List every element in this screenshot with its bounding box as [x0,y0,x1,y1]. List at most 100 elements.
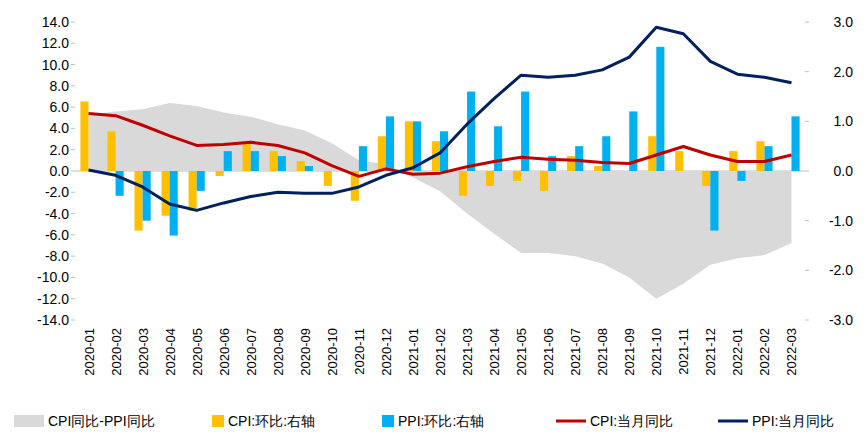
y-tick [71,320,75,321]
x-tick-label: 2021-06 [541,328,556,376]
bar [297,161,305,171]
y-tick [71,298,75,299]
bar [710,171,718,231]
y-tick-label: -10.0 [37,269,69,285]
x-tick-label: 2021-05 [514,328,529,376]
y-tick-label: 10.0 [42,57,69,73]
chart: -14.0 -12.0 -10.0 -8.0 -6.0 -4.0 -2.0 0.0 2.0 4.0… [0,0,866,438]
legend-label: PPI:当月同比 [752,413,834,429]
bar [467,92,475,171]
y2-tick-label: -3.0 [829,312,853,328]
y2-tick [805,171,809,172]
x-tick-label: 2022-01 [730,328,745,376]
x-tick-label: 2020-07 [244,328,259,376]
x-tick-label: 2020-03 [136,328,151,376]
bar [675,151,683,171]
legend-label: CPI:环比:右轴 [228,413,315,429]
x-tick-label: 2021-01 [406,328,421,376]
bar [134,171,142,231]
line [89,114,792,177]
bar [791,116,799,171]
y-tick [71,277,75,278]
bar [594,166,602,171]
legend-swatch [382,415,394,427]
bar [486,171,494,186]
bar [575,146,583,171]
x-tick-label: 2021-08 [595,328,610,376]
x-tick-label: 2020-02 [109,328,124,376]
bar [702,171,710,186]
bar [359,146,367,171]
y-tick [71,171,75,172]
y-tick-label: 2.0 [50,142,70,158]
bar [459,171,467,196]
y-tick [71,64,75,65]
y2-tick [805,71,809,72]
bar [513,171,521,181]
y2-tick-label: 0.0 [834,163,854,179]
bar [386,116,394,171]
bar [162,171,170,216]
y-tick-label: 0.0 [50,163,70,179]
x-tick-label: 2022-02 [757,328,772,376]
bar [251,151,259,171]
y-tick-label: 6.0 [50,99,70,115]
y2-tick-label: 3.0 [834,14,854,30]
bar [737,171,745,181]
y-tick [71,107,75,108]
bar [756,141,764,171]
bar [270,151,278,171]
bar [224,151,232,171]
bar [243,141,251,171]
x-tick-label: 2020-09 [298,328,313,376]
bar [494,126,502,171]
bar [783,171,791,172]
x-tick-label: 2021-04 [487,328,502,376]
plot [80,27,799,298]
bar [197,171,205,191]
legend-label: CPI:当月同比 [590,413,673,429]
y2-tick-label: -2.0 [829,262,853,278]
y-tick-label: -14.0 [37,312,69,328]
bar [621,171,629,172]
legend-swatch [718,420,748,423]
x-tick-label: 2020-05 [190,328,205,376]
y-tick-label: 8.0 [50,78,70,94]
x-tick-label: 2020-11 [352,328,367,375]
bar [602,136,610,171]
y-tick-label: -8.0 [45,248,69,264]
y-tick-label: 4.0 [50,120,70,136]
line [89,27,792,210]
x-tick-label: 2020-08 [271,328,286,376]
y-tick-label: -4.0 [45,206,69,222]
y-tick-label: 14.0 [42,14,69,30]
y-tick [71,213,75,214]
y2-tick-label: -1.0 [829,213,853,229]
x-tick-label: 2020-10 [325,328,340,376]
bar [540,171,548,191]
x-tick-label: 2021-11 [676,328,691,375]
y-tick [71,43,75,44]
y-tick-label: -6.0 [45,227,69,243]
x-tick-label: 2022-03 [784,328,799,376]
y2-tick [805,22,809,23]
bar [332,171,340,172]
x-tick-label: 2020-04 [163,328,178,376]
bar [189,171,197,211]
bar [324,171,332,186]
x-tick-label: 2021-02 [433,328,448,376]
y-tick [71,149,75,150]
x-tick-label: 2021-12 [703,328,718,376]
y-tick [71,192,75,193]
y2-tick [805,270,809,271]
bar [107,131,115,171]
y-tick [71,128,75,129]
x-tick-label: 2021-07 [568,328,583,376]
x-tick-label: 2021-09 [622,328,637,376]
bar [80,101,88,171]
y2-tick-label: 1.0 [834,113,854,129]
y-tick-label: -12.0 [37,291,69,307]
x-tick-label: 2021-03 [460,328,475,376]
area [89,103,792,299]
y-tick-label: 12.0 [42,35,69,51]
